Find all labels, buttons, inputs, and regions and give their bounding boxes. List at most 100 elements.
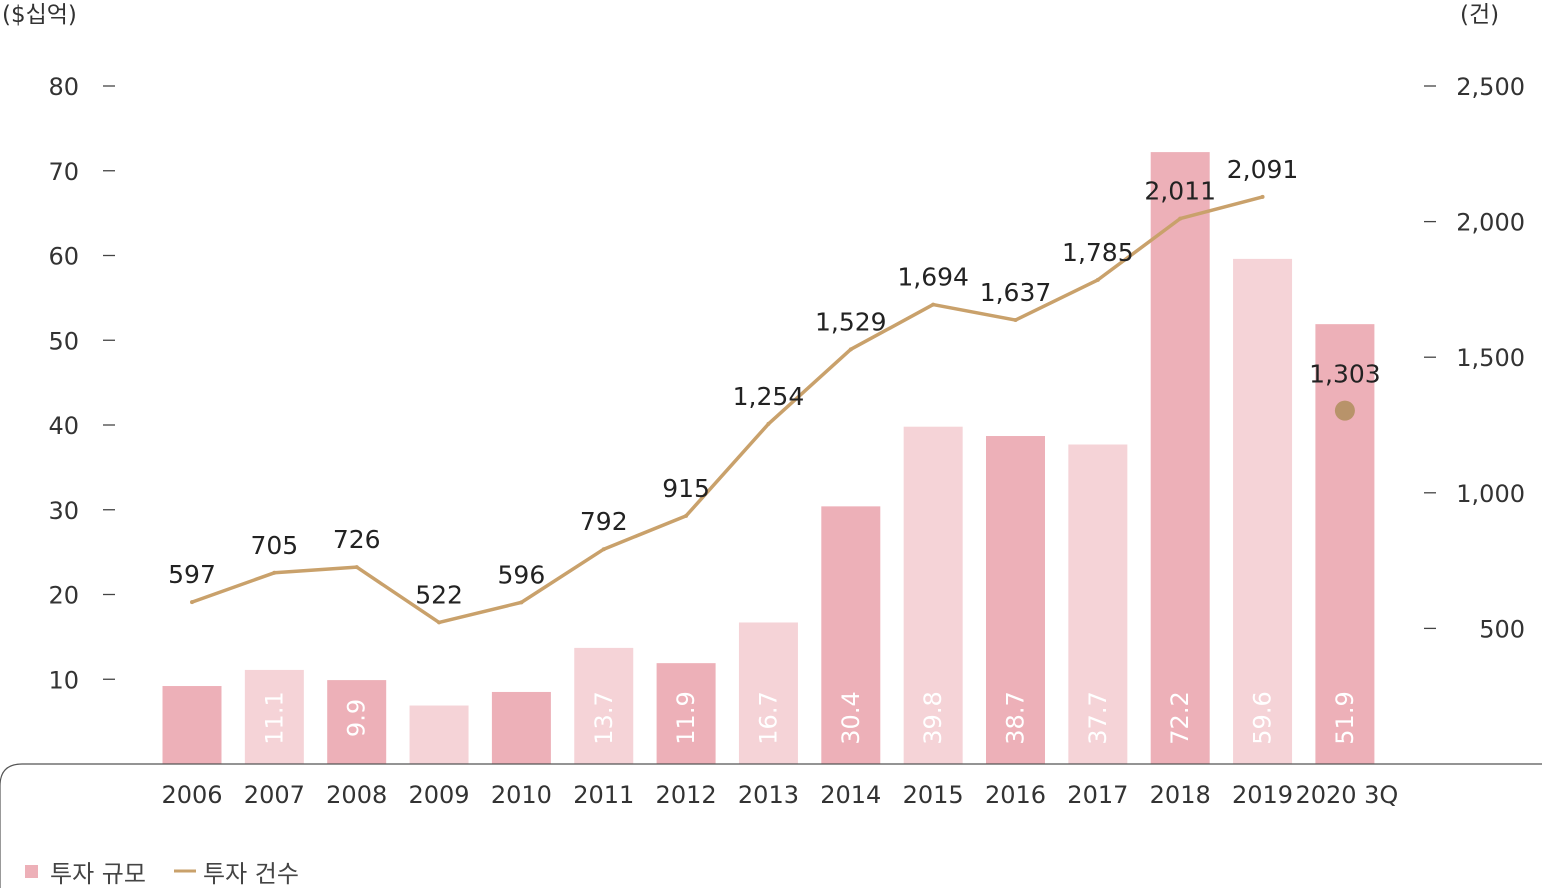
bar — [656, 663, 716, 764]
line-point — [601, 547, 606, 552]
line-value-label: 1,785 — [1062, 238, 1134, 267]
category-label: 2014 — [820, 781, 881, 809]
bar-value-label: 37.7 — [1084, 691, 1112, 744]
bar-value-label: 51.9 — [1331, 691, 1359, 744]
right-tick-label: 2,500 — [1456, 73, 1525, 101]
line-point — [1178, 216, 1183, 221]
left-tick-label: 30 — [48, 497, 79, 525]
bar — [1315, 324, 1375, 764]
category-label: 2017 — [1067, 781, 1128, 809]
bar-value-labels: 9.2 11.1 9.9 6.9 8.5 13.7 11.9 16.7 30.4 39.8 38.7… — [178, 621, 1359, 745]
line-point — [766, 421, 771, 426]
category-label: 2010 — [491, 781, 552, 809]
bar-value-label: 13.7 — [590, 691, 618, 744]
line-series — [190, 194, 1355, 625]
left-tick-label: 80 — [48, 73, 79, 101]
bar — [821, 506, 881, 764]
line-value-label: 2,011 — [1144, 177, 1216, 206]
right-tick-label: 1,500 — [1456, 344, 1525, 372]
bar-value-label: 11.1 — [260, 691, 288, 744]
line-point — [848, 347, 853, 352]
line-value-label: 1,303 — [1309, 360, 1381, 389]
category-label: 2020 3Q — [1295, 781, 1398, 809]
left-axis-unit: ($십억) — [2, 2, 77, 28]
bar — [1068, 444, 1128, 764]
right-tick-label: 500 — [1479, 615, 1525, 643]
category-label: 2011 — [573, 781, 634, 809]
line-value-label: 522 — [415, 580, 463, 609]
line-value-label: 2,091 — [1227, 155, 1299, 184]
bar — [409, 705, 469, 764]
bar-value-label: 59.6 — [1249, 691, 1277, 744]
category-label: 2006 — [161, 781, 222, 809]
left-tick-label: 60 — [48, 243, 79, 271]
line-value-label: 915 — [662, 474, 710, 503]
line-point — [437, 620, 442, 625]
left-axis: 10 20 30 40 50 60 70 80 — [48, 73, 115, 694]
category-label: 2007 — [244, 781, 305, 809]
bar — [1150, 152, 1210, 765]
category-label: 2015 — [903, 781, 964, 809]
bar — [986, 436, 1045, 764]
legend-line-label: 투자 건수 — [203, 860, 299, 888]
legend-bar-label: 투자 규모 — [50, 860, 146, 888]
bar — [491, 691, 551, 764]
bar-value-label: 30.4 — [837, 691, 865, 744]
x-axis-labels: 2006 2007 2008 2009 2010 2011 2012 2013 2014 2015… — [161, 781, 1398, 809]
bar-value-label: 11.9 — [672, 691, 700, 744]
bar — [327, 680, 387, 764]
line-value-label: 1,254 — [733, 382, 805, 411]
line-point — [1260, 194, 1265, 199]
right-axis: 500 1,000 1,500 2,000 2,500 — [1424, 73, 1525, 643]
bar-value-label: 8.5 — [507, 627, 535, 665]
bar-value-label: 72.2 — [1166, 691, 1194, 744]
bar — [244, 669, 304, 764]
category-label: 2009 — [409, 781, 470, 809]
bar — [1233, 258, 1293, 764]
bar-series — [162, 152, 1375, 765]
line-point — [684, 513, 689, 518]
left-tick-label: 10 — [48, 666, 79, 694]
bar — [162, 686, 222, 764]
left-tick-label: 40 — [48, 412, 79, 440]
line-value-label: 596 — [498, 560, 546, 589]
right-axis-unit: (건) — [1460, 2, 1499, 28]
category-label: 2008 — [326, 781, 387, 809]
x-axis-baseline — [0, 763, 1542, 888]
line-point — [1095, 277, 1100, 282]
line-value-label: 705 — [250, 531, 298, 560]
line-value-label: 1,694 — [897, 263, 969, 292]
bar — [738, 622, 798, 764]
category-label: 2012 — [656, 781, 717, 809]
legend: 투자 규모 투자 건수 — [25, 860, 299, 888]
bar-value-label: 39.8 — [919, 691, 947, 744]
category-label: 2019 — [1232, 781, 1293, 809]
right-tick-label: 1,000 — [1456, 480, 1525, 508]
line-value-label: 597 — [168, 560, 216, 589]
category-label: 2016 — [985, 781, 1046, 809]
line-point — [190, 600, 194, 605]
left-tick-label: 20 — [48, 582, 79, 610]
line-point-marker — [1334, 400, 1355, 421]
legend-bar-swatch — [25, 865, 38, 878]
bar-value-label: 9.9 — [343, 699, 371, 737]
bar — [574, 647, 634, 764]
line-value-label: 792 — [580, 507, 628, 536]
line-point — [354, 565, 359, 570]
line-value-label: 1,529 — [815, 307, 887, 336]
category-label: 2018 — [1150, 781, 1211, 809]
right-tick-label: 2,000 — [1456, 209, 1525, 237]
line-path — [191, 195, 1263, 625]
line-point — [519, 600, 524, 605]
line-point — [1013, 318, 1018, 323]
bar-value-label: 38.7 — [1002, 691, 1030, 744]
bar-value-label: 9.2 — [178, 621, 206, 659]
line-value-label: 1,637 — [980, 278, 1052, 307]
line-value-labels: 597 705 726 522 596 792 915 1,254 1,529 1,694 1,63… — [168, 155, 1381, 610]
left-tick-label: 70 — [48, 158, 79, 186]
left-tick-label: 50 — [48, 327, 79, 355]
bar-value-label: 6.9 — [425, 640, 453, 678]
line-point — [931, 302, 936, 307]
bar-value-label: 16.7 — [754, 691, 782, 744]
